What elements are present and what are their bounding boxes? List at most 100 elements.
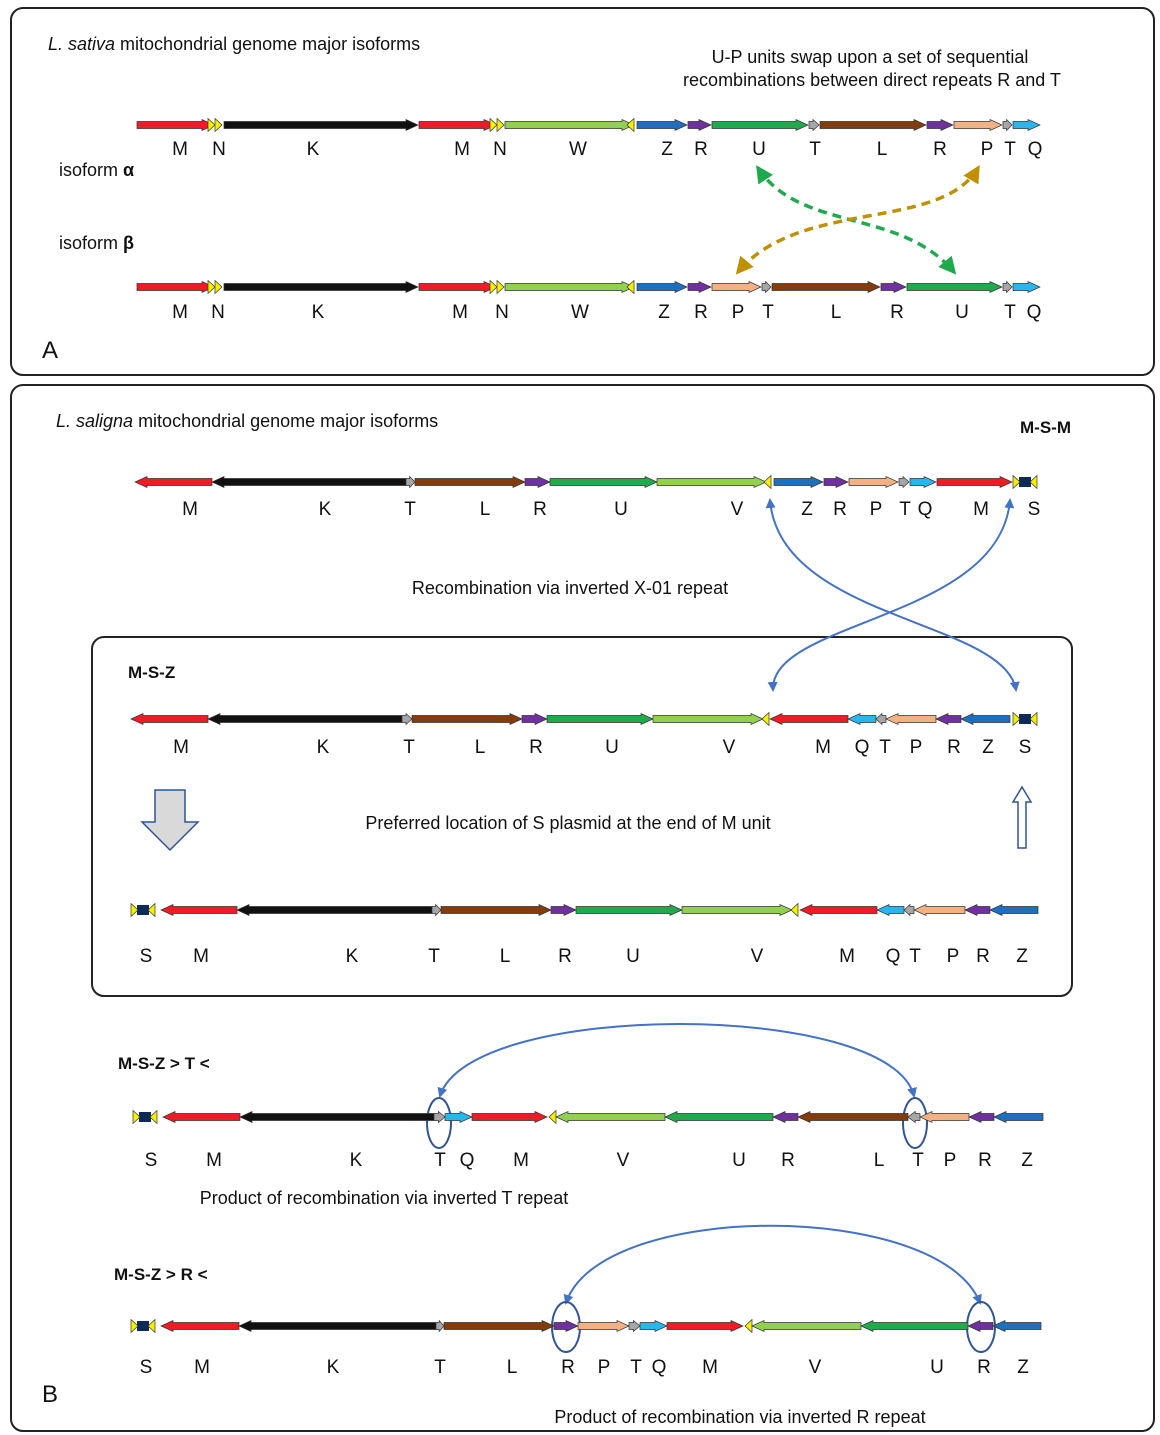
gene-label: K — [312, 302, 325, 323]
gene-arrow — [773, 475, 824, 489]
repeat-marker — [1029, 474, 1038, 490]
gene-label: T — [762, 302, 774, 323]
gene-label: U — [605, 737, 619, 758]
gene-label: N — [493, 139, 507, 160]
gene-label: Z — [1017, 1357, 1029, 1378]
repeat-marker — [1012, 474, 1021, 490]
gene-label: T — [434, 1357, 446, 1378]
gene-arrow — [524, 475, 551, 489]
s-plasmid-block — [1019, 714, 1031, 724]
gene-label: P — [944, 1150, 957, 1171]
gene-label: T — [434, 1150, 446, 1171]
gene-label: T — [809, 139, 821, 160]
gene-label: R — [781, 1150, 795, 1171]
gene-arrow — [549, 475, 658, 489]
gene-label: M — [173, 737, 189, 758]
gene-label: K — [307, 139, 320, 160]
isoform-beta-prefix: isoform — [59, 233, 123, 253]
repeat-marker — [489, 279, 498, 295]
gene-arrow — [666, 1319, 744, 1333]
repeat-marker — [147, 1318, 156, 1334]
panel-a-title-rest: mitochondrial genome major isoforms — [115, 34, 420, 54]
gene-label: P — [947, 946, 960, 967]
gene-label: P — [598, 1357, 611, 1378]
gene-arrow — [418, 118, 497, 132]
gene-arrow — [628, 1319, 641, 1333]
gene-arrow — [681, 903, 793, 917]
repeat-marker — [761, 711, 770, 727]
gene-arrow — [411, 712, 523, 726]
gene-arrow — [1012, 118, 1041, 132]
gene-arrow — [440, 903, 552, 917]
gene-arrow — [1012, 280, 1041, 294]
repeat-marker — [763, 474, 772, 490]
recombination-x01-text: Recombination via inverted X-01 repeat — [412, 578, 728, 598]
gene-label: Q — [1027, 302, 1042, 323]
gene-label: U — [752, 139, 766, 160]
gene-label: U — [955, 302, 969, 323]
gene-arrow — [919, 1110, 970, 1124]
gene-label: K — [327, 1357, 340, 1378]
gene-label: V — [723, 737, 736, 758]
gene-arrow — [471, 1110, 548, 1124]
repeat-marker — [548, 1109, 557, 1125]
gene-label: P — [981, 139, 994, 160]
gene-arrow — [130, 712, 209, 726]
t-repeat-circle-right — [902, 1097, 928, 1149]
x01-recombination-curve-1 — [765, 498, 1020, 692]
gene-arrow — [993, 1110, 1044, 1124]
gene-label: L — [500, 946, 511, 967]
gene-label: M — [172, 302, 188, 323]
gene-label: V — [751, 946, 764, 967]
repeat-marker — [130, 902, 139, 918]
s-plasmid-block — [137, 905, 149, 915]
gene-label: M — [702, 1357, 718, 1378]
gene-arrow — [1002, 280, 1013, 294]
gene-arrow — [860, 1319, 969, 1333]
gene-label: M — [194, 1357, 210, 1378]
gene-arrow — [504, 118, 635, 132]
gene-arrow — [236, 903, 433, 917]
gene-arrow — [431, 903, 442, 917]
gene-label: Q — [460, 1150, 475, 1171]
gene-label: M — [454, 139, 470, 160]
gene-arrow — [414, 475, 526, 489]
panel-a-title-species: L. sativa — [48, 34, 115, 54]
gene-label: P — [732, 302, 745, 323]
gene-label: T — [912, 1150, 924, 1171]
gene-label: M — [452, 302, 468, 323]
gene-arrow — [967, 1319, 994, 1333]
gene-label: T — [899, 499, 911, 520]
gene-arrow — [913, 903, 966, 917]
gene-arrow — [577, 1319, 630, 1333]
gene-arrow — [136, 280, 215, 294]
repeat-marker — [207, 279, 216, 295]
gene-label: Z — [661, 139, 673, 160]
gene-label: T — [630, 1357, 642, 1378]
panel-b-letter: B — [42, 1381, 58, 1408]
down-arrow-icon — [140, 789, 200, 852]
gene-arrow — [936, 475, 1013, 489]
gene-arrow — [711, 280, 762, 294]
x01-recombination-curve-2 — [767, 498, 1015, 692]
gene-arrow — [797, 1110, 909, 1124]
gene-arrow — [880, 280, 907, 294]
s-plasmid-block — [139, 1112, 151, 1122]
gene-label: R — [694, 139, 708, 160]
gene-arrow — [443, 1319, 555, 1333]
gene-label: N — [211, 302, 225, 323]
gene-label: L — [874, 1150, 885, 1171]
gene-label: N — [495, 302, 509, 323]
gene-arrow — [656, 475, 767, 489]
gene-label: Q — [855, 737, 870, 758]
gene-arrow — [771, 280, 881, 294]
msz-r-isoform-label: M-S-Z > R < — [114, 1265, 208, 1284]
gene-arrow — [823, 475, 849, 489]
isoform-beta-symbol: β — [123, 233, 134, 253]
gene-label: T — [428, 946, 440, 967]
gene-label: R — [558, 946, 572, 967]
gene-label: Z — [801, 499, 813, 520]
